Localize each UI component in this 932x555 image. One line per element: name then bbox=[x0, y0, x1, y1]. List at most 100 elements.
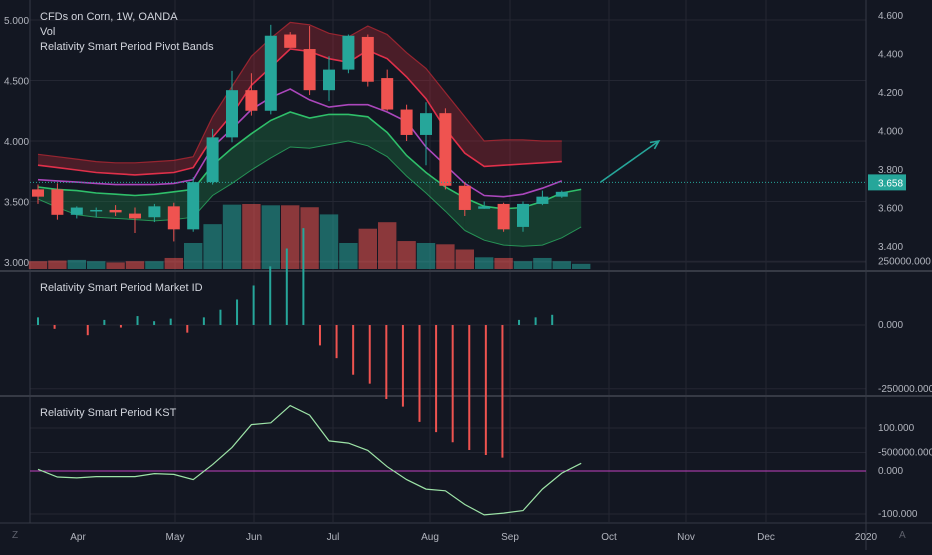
right-price-tick: 3.400 bbox=[878, 242, 903, 253]
candle-body bbox=[517, 203, 529, 227]
market-id-title[interactable]: Relativity Smart Period Market ID bbox=[40, 282, 203, 294]
volume-bar bbox=[416, 243, 436, 269]
market-id-tick: 0.000 bbox=[878, 320, 903, 331]
volume-bar bbox=[145, 261, 164, 269]
volume-bars bbox=[28, 204, 591, 269]
kst-tick: 0.000 bbox=[878, 466, 903, 477]
candle-body bbox=[90, 209, 103, 212]
candle-body bbox=[555, 191, 568, 197]
kst-tick: -100.000 bbox=[878, 509, 918, 520]
volume-bar bbox=[513, 261, 533, 269]
time-axis-label: 2020 bbox=[855, 532, 878, 543]
candle-body bbox=[361, 36, 374, 82]
candle-body bbox=[187, 182, 200, 230]
volume-bar bbox=[106, 262, 125, 269]
market-id-legend: Relativity Smart Period Market ID bbox=[40, 281, 203, 296]
candle-body bbox=[497, 203, 510, 230]
volume-bar bbox=[222, 204, 242, 269]
last-price-label: 3.658 bbox=[878, 178, 903, 189]
time-axis-label: Dec bbox=[757, 532, 775, 543]
pivot-line bbox=[37, 88, 563, 198]
green-band-upper bbox=[37, 111, 466, 199]
axis-labels: 5.000 4.500 4.000 3.500 3.000 4.600 4.400 4.200… bbox=[4, 11, 932, 543]
kst-tick: 100.000 bbox=[878, 423, 915, 434]
volume-bar bbox=[281, 205, 300, 269]
time-axis-label: Aug bbox=[421, 532, 439, 543]
red-band-fill bbox=[38, 22, 562, 175]
market-id-histogram bbox=[30, 228, 866, 458]
left-price-tick: 3.000 bbox=[4, 258, 29, 269]
volume-bar bbox=[28, 261, 48, 269]
left-price-tick: 5.000 bbox=[4, 16, 29, 27]
volume-bar bbox=[242, 204, 261, 269]
right-price-tick: 4.000 bbox=[878, 127, 903, 138]
symbol-title[interactable]: CFDs on Corn, 1W, OANDA bbox=[40, 11, 178, 23]
candle-body bbox=[342, 35, 355, 70]
volume-bar bbox=[397, 241, 416, 269]
candle-body bbox=[32, 189, 44, 197]
candle-body bbox=[303, 49, 316, 91]
volume-bar bbox=[339, 243, 358, 269]
time-axis-label: Jun bbox=[246, 532, 262, 543]
volume-bar bbox=[87, 261, 106, 269]
candle-body bbox=[439, 113, 452, 186]
right-price-tick: 4.400 bbox=[878, 50, 903, 61]
volume-bar bbox=[203, 224, 222, 269]
red-band-lower bbox=[37, 48, 562, 176]
right-price-tick: 3.600 bbox=[878, 204, 903, 215]
candle-body bbox=[458, 185, 471, 210]
red-band-upper bbox=[37, 21, 562, 164]
market-id-tick: 250000.000 bbox=[878, 256, 931, 267]
volume-bar bbox=[475, 257, 494, 269]
volume-bar bbox=[67, 259, 86, 269]
candle-body bbox=[245, 90, 258, 111]
time-axis-label: Nov bbox=[677, 532, 695, 543]
candle-body bbox=[206, 137, 219, 183]
volume-bar bbox=[300, 207, 319, 269]
volume-bar bbox=[319, 214, 339, 269]
forecast-arrow bbox=[30, 139, 866, 183]
time-axis-label: Apr bbox=[70, 532, 86, 543]
right-price-tick: 4.600 bbox=[878, 11, 903, 22]
forecast-arrow-shaft bbox=[600, 140, 660, 183]
volume-bar bbox=[436, 244, 455, 269]
kst-line bbox=[37, 404, 582, 516]
left-price-tick: 3.500 bbox=[4, 198, 29, 209]
candle-body bbox=[478, 206, 491, 209]
pivot-bands bbox=[37, 21, 582, 247]
candle-body bbox=[420, 113, 432, 135]
volume-bar bbox=[378, 222, 397, 269]
candle-body bbox=[381, 78, 394, 110]
last-price-tag bbox=[868, 174, 906, 191]
volume-bar bbox=[261, 205, 280, 269]
forecast-arrow-head bbox=[649, 139, 661, 150]
left-price-tick: 4.500 bbox=[4, 77, 29, 88]
main-pane-legend: CFDs on Corn, 1W, OANDA Vol Relativity S… bbox=[40, 10, 214, 55]
candle-body bbox=[264, 35, 277, 111]
volume-bar bbox=[455, 249, 474, 269]
candle-body bbox=[109, 209, 122, 213]
bands-indicator-label[interactable]: Relativity Smart Period Pivot Bands bbox=[40, 41, 214, 53]
volume-bar bbox=[164, 257, 183, 269]
candle-body bbox=[284, 34, 297, 48]
volume-bar bbox=[533, 257, 552, 269]
green-band-fill bbox=[38, 112, 465, 231]
kst-title[interactable]: Relativity Smart Period KST bbox=[40, 407, 177, 419]
volume-bar bbox=[184, 243, 203, 269]
volume-bar bbox=[358, 228, 377, 269]
time-axis-label: Jul bbox=[327, 532, 340, 543]
right-price-tick: 3.800 bbox=[878, 165, 903, 176]
auto-scale-icon[interactable]: A bbox=[899, 530, 906, 541]
candle-body bbox=[70, 207, 83, 215]
volume-label[interactable]: Vol bbox=[40, 26, 56, 38]
left-price-tick: 4.000 bbox=[4, 137, 29, 148]
right-price-tick: 4.200 bbox=[878, 88, 903, 99]
candle-body bbox=[129, 213, 141, 219]
volume-bar bbox=[552, 261, 571, 269]
kst-oscillator bbox=[30, 404, 866, 516]
timezone-icon[interactable]: Z bbox=[12, 530, 19, 541]
candle-body bbox=[148, 206, 161, 218]
